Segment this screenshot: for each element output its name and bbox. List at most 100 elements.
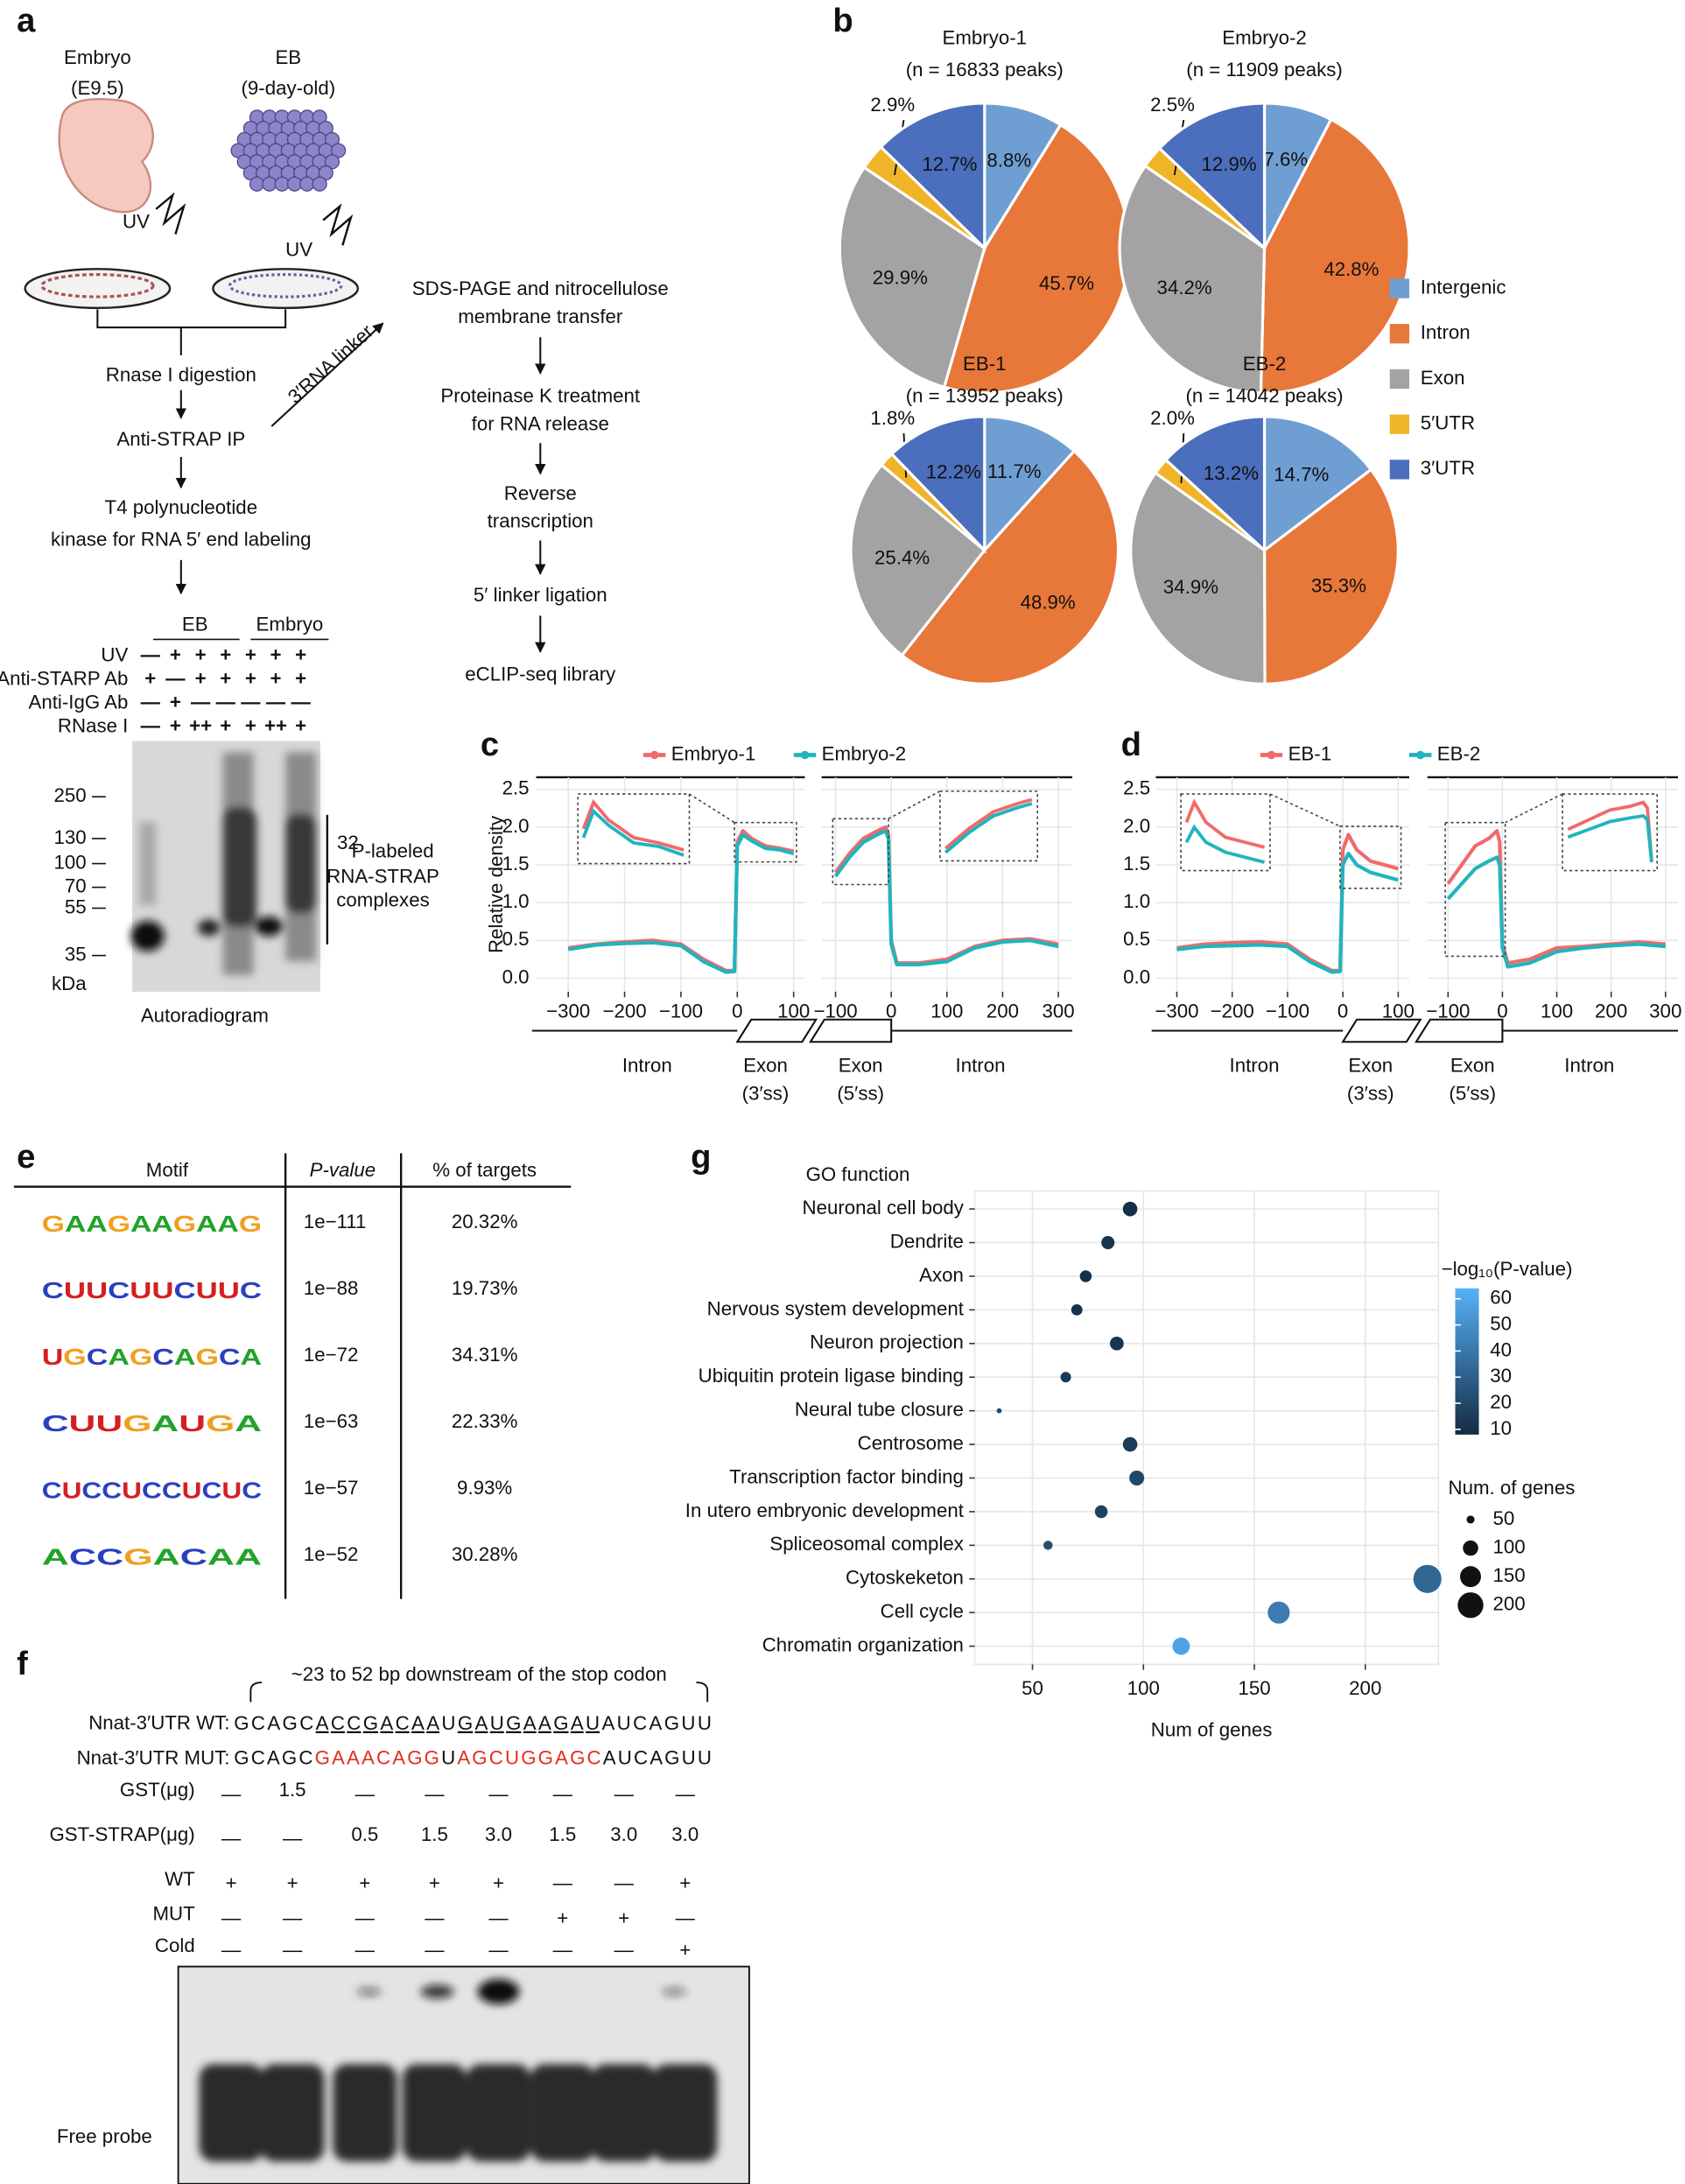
y-tick-label: Dendrite [890, 1230, 964, 1252]
profile-line [1446, 855, 1666, 969]
panel-label: a [17, 2, 36, 39]
inset-line [944, 797, 1033, 850]
zoom-connector [689, 793, 735, 824]
pie-slice [983, 102, 1063, 254]
legend-label: 3′UTR [1421, 457, 1475, 479]
pie-title: Embryo-1 [943, 27, 1028, 49]
lane-value: — [425, 1783, 445, 1805]
legend-dot [649, 750, 659, 760]
y-tick-label: 2.5 [1123, 777, 1150, 799]
lane-symbol: — [191, 692, 211, 713]
inset-line [1567, 800, 1653, 860]
y-tick-label: 1.5 [502, 853, 530, 874]
pie-label: 2.9% [870, 94, 915, 116]
p-value: 1e−52 [304, 1543, 359, 1565]
lane-value: 1.5 [549, 1823, 576, 1845]
dot [1267, 1601, 1290, 1624]
lane-value: — [355, 1939, 376, 1961]
lane-value: 1.5 [421, 1823, 448, 1845]
pie-label: 12.9% [1202, 153, 1257, 175]
lane-symbol: + [220, 643, 231, 665]
sequence: GCAGC ACCGACAA U GAUGAAGAU AUCAGUU [234, 1712, 712, 1734]
pie-label: 29.9% [873, 266, 928, 288]
pie-slice [838, 165, 986, 390]
p-value: 1e−57 [304, 1477, 359, 1499]
dot [1071, 1303, 1083, 1316]
size-label: 100 [1492, 1535, 1525, 1557]
y-tick-label: 1.0 [1123, 890, 1150, 912]
lane-symbol: + [195, 667, 207, 689]
lane-value: — [283, 1828, 303, 1850]
bracket-label: ~23 to 52 bp downstream of the stop codo… [291, 1663, 667, 1685]
workflow-step: membrane transfer [458, 305, 623, 327]
inset-line [1184, 824, 1266, 864]
arrow [270, 322, 384, 427]
eb-cell [318, 165, 333, 181]
gel-bands [130, 752, 317, 975]
inset-line [581, 798, 685, 852]
pie-title: Embryo-2 [1222, 27, 1307, 49]
legend-title: −log₁₀(P-value) [1442, 1258, 1573, 1280]
uv-label: UV [285, 238, 312, 260]
gene-label: Intron [622, 1055, 672, 1077]
eb-cell [299, 176, 315, 192]
colorbar-label: 40 [1490, 1338, 1512, 1360]
pie-label: 35.3% [1311, 575, 1366, 597]
pie-label: 2.5% [1150, 94, 1195, 116]
embryo-drawing [58, 98, 154, 214]
panel-label: g [691, 1138, 711, 1176]
target-percent: 19.73% [452, 1277, 518, 1299]
marker-label: 55 [65, 895, 87, 917]
dot [1172, 1637, 1190, 1655]
gel-label: Free probe [57, 2125, 152, 2147]
marker-label: 35 [65, 943, 87, 965]
uv-icon [155, 192, 186, 235]
lane-symbol: + [220, 667, 231, 689]
size-label: 50 [1492, 1507, 1514, 1529]
pie-label: 2.0% [1150, 407, 1195, 429]
workflow-step: transcription [488, 510, 593, 532]
gene-exon [809, 1018, 893, 1043]
y-tick-label: Nervous system development [707, 1297, 965, 1319]
lane-value: — [553, 1939, 573, 1961]
marker-unit: kDa [52, 973, 87, 994]
lane-value: + [679, 1939, 691, 1961]
workflow-step: 5′ linker ligation [474, 584, 607, 606]
panel-label: d [1121, 726, 1141, 763]
free-probe-band [333, 2063, 397, 2162]
pie-slice [889, 415, 986, 554]
sequence-part: ACCGACAA [316, 1712, 440, 1734]
dot [1079, 1270, 1092, 1282]
legend-dot [800, 750, 810, 760]
sequence-part: U [441, 1712, 455, 1734]
lane-value: — [614, 1939, 635, 1961]
y-tick-label: Cytoskeketon [846, 1567, 964, 1589]
lane-value: — [221, 1783, 242, 1805]
shifted-band [420, 1984, 454, 1999]
sequence-part: AUCAGUU [603, 1746, 712, 1768]
dot [1094, 1505, 1108, 1519]
y-tick-label: 1.0 [502, 890, 530, 912]
x-axis-label: Num of genes [1151, 1719, 1273, 1741]
row-label: GST-STRAP(μg) [49, 1823, 194, 1845]
x-tick-label: 50 [1022, 1677, 1043, 1699]
pie-slice [900, 449, 1120, 685]
workflow-step: T4 polynucleotide [105, 496, 258, 518]
y-tick-label: Transcription factor binding [729, 1465, 964, 1487]
lane-symbol: — [291, 692, 312, 713]
workflow-step: kinase for RNA 5′ end labeling [51, 528, 312, 550]
pie-label: 11.7% [987, 460, 1041, 482]
sequence-part: GCAGC [234, 1746, 312, 1768]
lane-symbol: + [245, 715, 256, 737]
free-probe-band [592, 2063, 656, 2162]
lane-value: — [221, 1907, 242, 1928]
x-tick-label: 300 [1043, 1001, 1075, 1022]
lane-symbol: — [165, 667, 186, 689]
legend-dot [1267, 750, 1276, 760]
x-tick-label: −200 [1211, 1001, 1254, 1022]
lane-symbol: + [245, 643, 256, 665]
zoom-region [832, 818, 889, 886]
dish-cells [40, 273, 155, 298]
lane-symbol: + [195, 643, 207, 665]
y-tick-label: Spliceosomal complex [769, 1533, 964, 1555]
